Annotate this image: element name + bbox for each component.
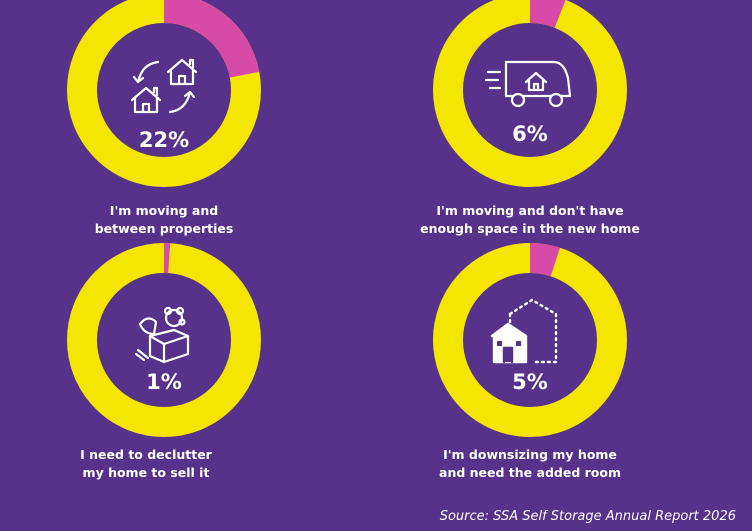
donut-chart (433, 243, 627, 437)
percentage-label: 6% (512, 122, 548, 146)
donut-chart (67, 0, 261, 187)
toy-box-icon (134, 306, 190, 364)
caption-line: and need the added room (439, 465, 621, 480)
downsizing-house-icon (490, 298, 558, 364)
percentage-label: 22% (138, 128, 190, 152)
houses-swap-icon (130, 58, 198, 114)
percentage-label: 5% (512, 370, 548, 394)
caption-line: my home to sell it (82, 465, 210, 480)
donut-slice (529, 243, 560, 277)
source-note: Source: SSA Self Storage Annual Report 2… (439, 509, 736, 524)
caption-line: enough space in the new home (420, 221, 640, 236)
donut-chart (433, 0, 627, 187)
caption-line: between properties (94, 221, 234, 236)
donut-caption: I'm moving and between properties (34, 202, 294, 238)
caption-line: I'm moving and (109, 203, 219, 218)
donut-slice (529, 0, 566, 28)
donut-slice (163, 0, 260, 78)
caption-line: I'm downsizing my home (443, 447, 617, 462)
donut-caption: I'm moving and don't have enough space i… (400, 202, 660, 238)
caption-line: I need to declutter (80, 447, 212, 462)
donut-caption: I need to declutter my home to sell it (16, 446, 276, 482)
moving-van-icon (484, 60, 572, 108)
donut-card-downsizing: 5% I'm downsizing my home and need the a… (380, 243, 680, 500)
donut-caption: I'm downsizing my home and need the adde… (400, 446, 660, 482)
donut-card-declutter: 1% I need to declutter my home to sell i… (20, 243, 320, 500)
percentage-label: 1% (146, 370, 182, 394)
donut-chart (67, 243, 261, 437)
donut-card-moving-between: 22% I'm moving and between properties (20, 0, 320, 250)
donut-card-moving-no-space: 6% I'm moving and don't have enough spac… (380, 0, 680, 250)
caption-line: I'm moving and don't have (436, 203, 624, 218)
